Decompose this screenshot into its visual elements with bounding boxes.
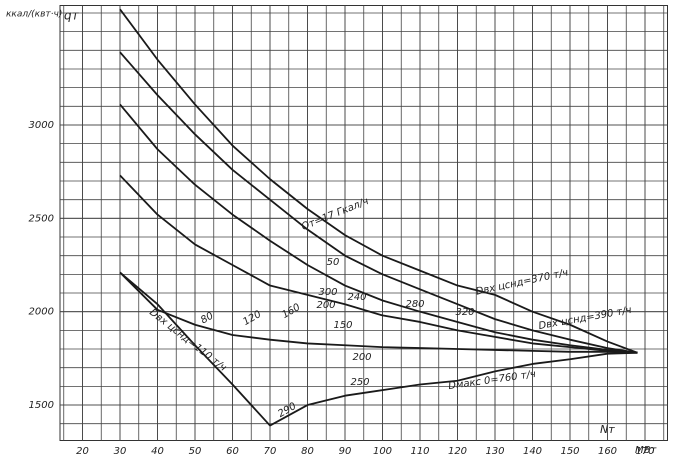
curve: [119, 271, 638, 354]
x-tick-label: 80: [301, 446, 314, 457]
y-symbol: qт: [64, 9, 80, 23]
x-tick-label: 60: [226, 446, 239, 457]
annotation: Dвх цснд=110 т/ч: [147, 307, 228, 374]
curve: [119, 8, 638, 354]
x-tick-label: 40: [151, 446, 164, 457]
annotation: 200: [316, 300, 335, 311]
curve: [119, 174, 638, 354]
x-tick-label: 20: [76, 446, 89, 457]
annotation: 200: [352, 352, 371, 363]
x-tick-label: 170: [635, 446, 654, 457]
annotation: Dвх цснд=390 т/ч: [538, 305, 633, 332]
x-tick-label: 100: [373, 446, 392, 457]
annotation: 240: [347, 292, 366, 303]
annotation: 150: [333, 320, 352, 331]
y-tick-label: 2500: [29, 213, 54, 224]
x-tick-label: 90: [339, 446, 352, 457]
annotation: 160: [280, 302, 302, 321]
x-tick-label: 50: [189, 446, 202, 457]
x-tick-label: 110: [410, 446, 429, 457]
y-tick-label: 1500: [29, 400, 54, 411]
annotation: 250: [350, 377, 369, 388]
y-axis-label: ккал/(квт·ч): [6, 10, 62, 20]
y-tick-label: 2000: [29, 307, 54, 318]
x-unit: МВт: [635, 445, 657, 456]
x-tick-label: 120: [448, 446, 467, 457]
x-tick-label: 70: [264, 446, 277, 457]
annotation: 300: [318, 287, 337, 298]
x-tick-label: 30: [114, 446, 127, 457]
x-tick-label: 150: [560, 446, 579, 457]
curve: [119, 271, 638, 427]
annotation: 320: [455, 307, 474, 318]
curve: [119, 103, 638, 354]
annotation: 80: [199, 310, 216, 326]
curve: [119, 51, 638, 354]
x-tick-label: 160: [598, 446, 617, 457]
y-tick-label: 3000: [29, 120, 54, 131]
annotation: 50: [327, 257, 340, 268]
annotation: 280: [405, 299, 424, 310]
x-tick-label: 140: [523, 446, 542, 457]
x-tick-label: 130: [485, 446, 504, 457]
